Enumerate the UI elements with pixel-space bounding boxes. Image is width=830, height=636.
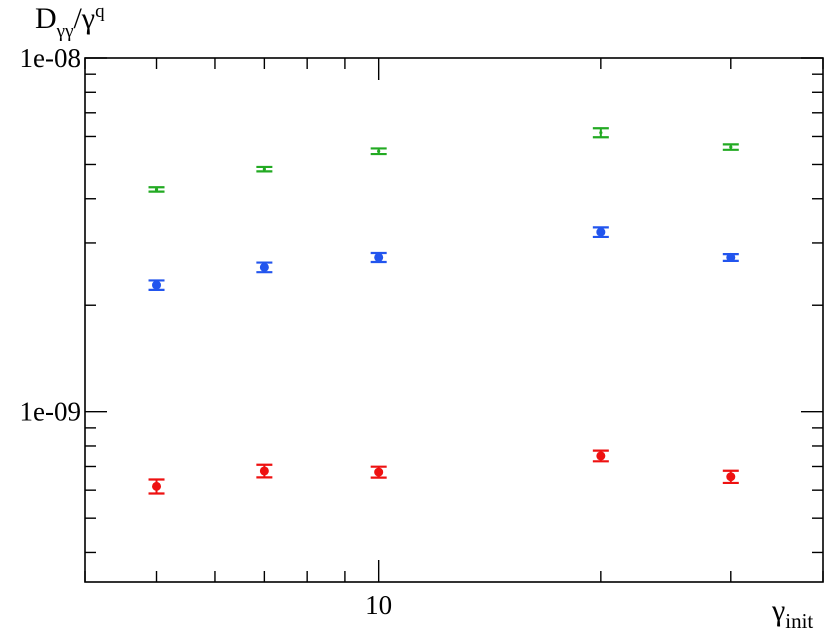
data-point	[148, 478, 165, 495]
y-tick-label: 1e-08	[20, 43, 81, 73]
data-points	[148, 127, 739, 495]
point-marker	[154, 187, 159, 192]
x-axis-label: γinit	[771, 594, 813, 633]
data-point	[148, 279, 165, 291]
data-point	[256, 261, 273, 274]
data-point	[722, 252, 739, 262]
y-axis-label-sup: q	[95, 1, 105, 22]
point-marker	[259, 466, 269, 476]
plot-frame	[84, 57, 824, 583]
data-point	[370, 147, 387, 156]
axis-tick-labels: 1e-08 1e-09 10	[20, 43, 393, 620]
x-tick-label: 10	[365, 590, 392, 620]
point-marker	[596, 451, 606, 461]
series-0	[148, 127, 739, 193]
axis-ticks	[84, 57, 824, 582]
point-marker	[374, 252, 384, 262]
point-marker	[729, 145, 733, 149]
point-marker	[596, 227, 606, 237]
y-axis-label: Dγγ/γq	[35, 1, 105, 42]
point-marker	[377, 149, 381, 153]
data-point	[722, 469, 739, 485]
data-point	[370, 251, 387, 264]
point-marker	[152, 481, 162, 491]
series-2	[148, 449, 739, 495]
point-marker	[262, 167, 266, 171]
x-axis-label-main: γ	[771, 594, 785, 627]
point-marker	[599, 131, 603, 135]
point-marker	[374, 467, 384, 477]
y-axis-label-sub: γγ	[56, 21, 74, 42]
y-tick-label: 1e-09	[20, 397, 81, 427]
y-axis-label-main: D	[35, 2, 57, 35]
x-axis-label-sub: init	[785, 609, 813, 633]
data-point	[592, 449, 609, 463]
point-marker	[259, 262, 269, 272]
series-1	[148, 226, 739, 291]
data-point	[370, 465, 387, 479]
data-point	[148, 186, 165, 193]
data-point	[256, 165, 273, 173]
point-marker	[726, 472, 736, 482]
point-marker	[726, 252, 736, 262]
data-point	[592, 127, 609, 139]
point-marker	[152, 280, 162, 290]
y-axis-label-sep: /γ	[73, 2, 95, 35]
data-point	[722, 143, 739, 151]
data-point	[592, 226, 609, 239]
data-point	[256, 463, 273, 479]
